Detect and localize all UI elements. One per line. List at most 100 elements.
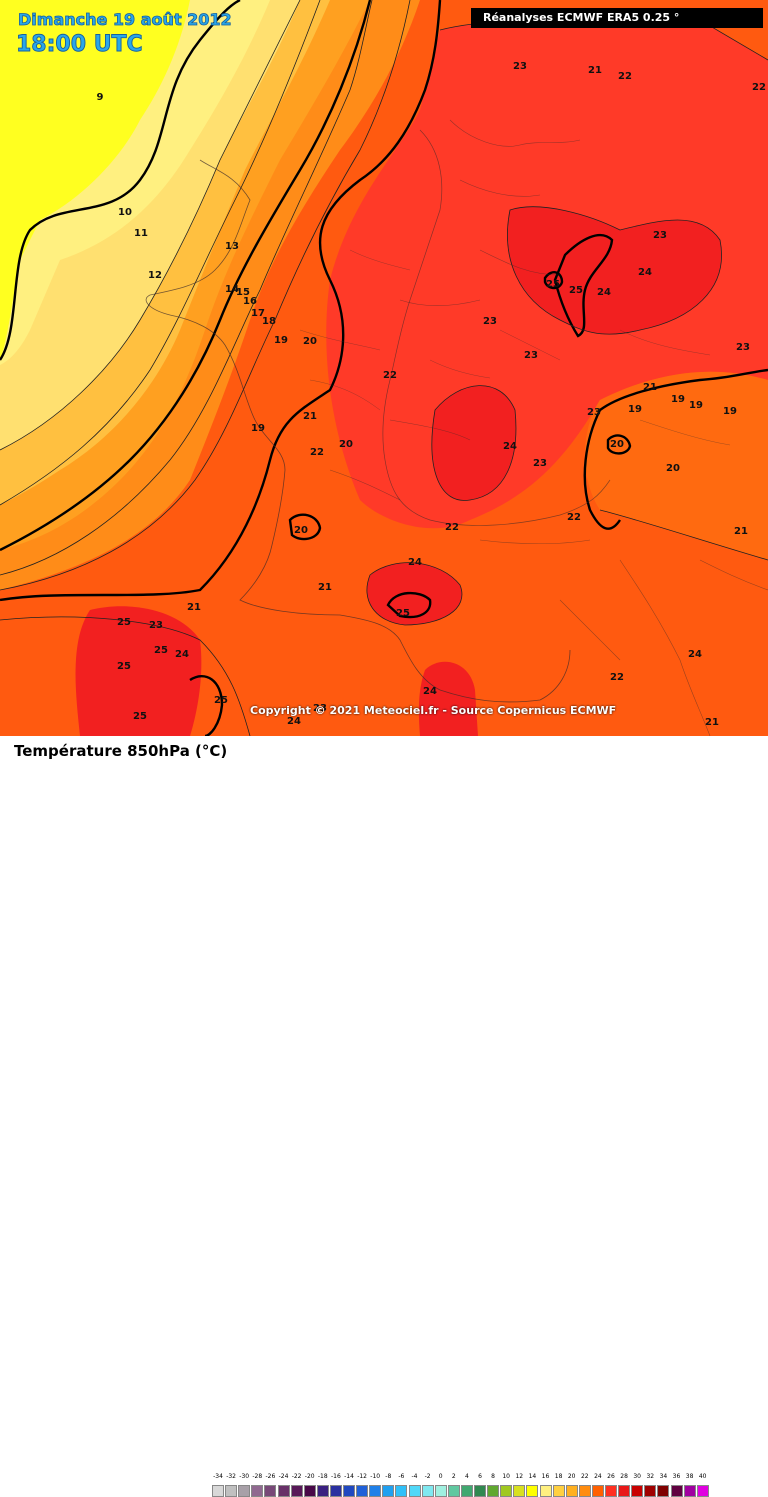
scale-tick-label: -4 [411, 1473, 418, 1480]
isotherm-label: 20 [339, 439, 353, 450]
isotherm-label: 14 [225, 284, 239, 295]
isotherm-label: 22 [752, 82, 766, 93]
isotherm-thin [0, 0, 373, 576]
temperature-band-10 [0, 0, 190, 360]
isotherm-label: 19 [251, 423, 265, 434]
isotherm-label: 9 [97, 92, 104, 103]
isotherm-label: 11 [134, 228, 148, 239]
scale-tick-label: 10 [502, 1473, 510, 1480]
scale-swatch [513, 1485, 526, 1497]
scale-swatch [316, 1485, 329, 1497]
scale-swatch [447, 1485, 460, 1497]
isotherm-10 [0, 0, 241, 361]
isotherm-label: 23 [483, 316, 497, 327]
scale-swatch [670, 1485, 683, 1497]
scale-swatch [474, 1485, 486, 1497]
scale-tick-label: 40 [698, 1473, 707, 1480]
scale-swatch [395, 1485, 408, 1497]
scale-swatch [487, 1485, 500, 1497]
scale-tick-label: 4 [464, 1473, 469, 1480]
temperature-band-24 [418, 661, 478, 736]
scale-tick-label: -16 [330, 1473, 341, 1480]
scale-swatch [303, 1485, 316, 1497]
scale-tick-label: -18 [317, 1473, 328, 1480]
scale-swatch [212, 1485, 224, 1497]
scale-swatch [421, 1485, 434, 1497]
isotherm-thin [0, 616, 251, 736]
scale-tick-label: -34 [213, 1473, 223, 1480]
isotherm-label: 21 [588, 65, 602, 76]
isotherm-label: 23 [513, 61, 527, 72]
scale-tick-label: 20 [567, 1473, 576, 1480]
scale-tick-label: -12 [357, 1473, 367, 1480]
scale-tick-label: 6 [478, 1473, 482, 1480]
scale-tick-label: 2 [451, 1473, 456, 1480]
scale-tick-label: -14 [344, 1473, 354, 1480]
forecast-date: Dimanche 19 août 2012 [18, 10, 232, 30]
scale-tick-label: -20 [304, 1473, 315, 1480]
isotherm-label: 25 [117, 617, 131, 628]
scale-swatch [329, 1485, 342, 1497]
isotherm-label: 20 [610, 439, 624, 450]
scale-tick-label: 28 [620, 1473, 628, 1480]
scale-tick-label: -30 [239, 1473, 250, 1480]
isotherm-thin [0, 0, 321, 506]
isotherm-label: 24 [423, 686, 437, 697]
scale-swatch [696, 1485, 709, 1497]
isotherm-label: 19 [628, 404, 642, 415]
isotherm-label: 25 [214, 695, 228, 706]
scale-swatch [631, 1485, 644, 1497]
isotherm-label: 23 [736, 342, 750, 353]
isotherm-label: 20 [294, 525, 308, 536]
border [299, 249, 731, 446]
scale-tick-label: -10 [370, 1473, 381, 1480]
isotherm-thin [366, 562, 463, 626]
scale-swatch [460, 1485, 473, 1497]
isotherm-label: 23 [524, 350, 538, 361]
scale-swatch [578, 1485, 591, 1497]
isotherm-15 [0, 0, 372, 552]
isotherm-label: 24 [597, 287, 611, 298]
copyright-notice: Copyright © 2021 Meteociel.fr - Source C… [250, 704, 617, 717]
isotherm-label: 21 [303, 411, 317, 422]
isotherm-label: 19 [723, 406, 737, 417]
isotherm-label: 12 [148, 270, 162, 281]
isotherm-label: 22 [567, 512, 581, 523]
isotherm-20 [599, 368, 768, 411]
isotherm-20 [583, 409, 621, 530]
scale-tick-label: -24 [278, 1473, 289, 1480]
scale-tick-label: 16 [541, 1473, 550, 1480]
isotherm-label: 23 [653, 230, 667, 241]
isotherm-label: 10 [118, 207, 132, 218]
scale-swatch [644, 1485, 657, 1497]
isotherm-thin [507, 206, 722, 335]
scale-swatch [290, 1485, 303, 1497]
isotherm-label: 25 [569, 285, 583, 296]
isotherm-thin [0, 0, 411, 591]
isotherm-label: 18 [262, 316, 276, 327]
isotherm-thin [599, 509, 768, 561]
isotherm-label: 13 [225, 241, 239, 252]
isotherm-label: 22 [610, 672, 624, 683]
isotherm-label: 20 [666, 463, 680, 474]
scale-swatch [251, 1485, 264, 1497]
isotherm-label: 24 [408, 557, 422, 568]
temperature-band-20 [585, 371, 768, 560]
isotherm-20 [288, 513, 322, 541]
temperature-band-24 [431, 385, 516, 501]
isotherm-label: 22 [618, 71, 632, 82]
scale-swatch [657, 1485, 670, 1497]
isotherm-label: 21 [734, 526, 748, 537]
isotherm-label: 24 [503, 441, 517, 452]
legend-bar: Température 850hPa (°C) -34 -32 -30 -28 -26-… [0, 736, 768, 1497]
scale-tick-label: 26 [607, 1473, 615, 1480]
scale-swatch [238, 1485, 251, 1497]
isotherm-label: 19 [689, 400, 703, 411]
forecast-time: 18:00 UTC [16, 32, 144, 58]
scale-tick-label: -28 [252, 1473, 263, 1480]
isotherm-label: 23 [313, 703, 327, 714]
scale-swatch [591, 1485, 604, 1497]
scale-tick-label: 0 [438, 1473, 443, 1480]
